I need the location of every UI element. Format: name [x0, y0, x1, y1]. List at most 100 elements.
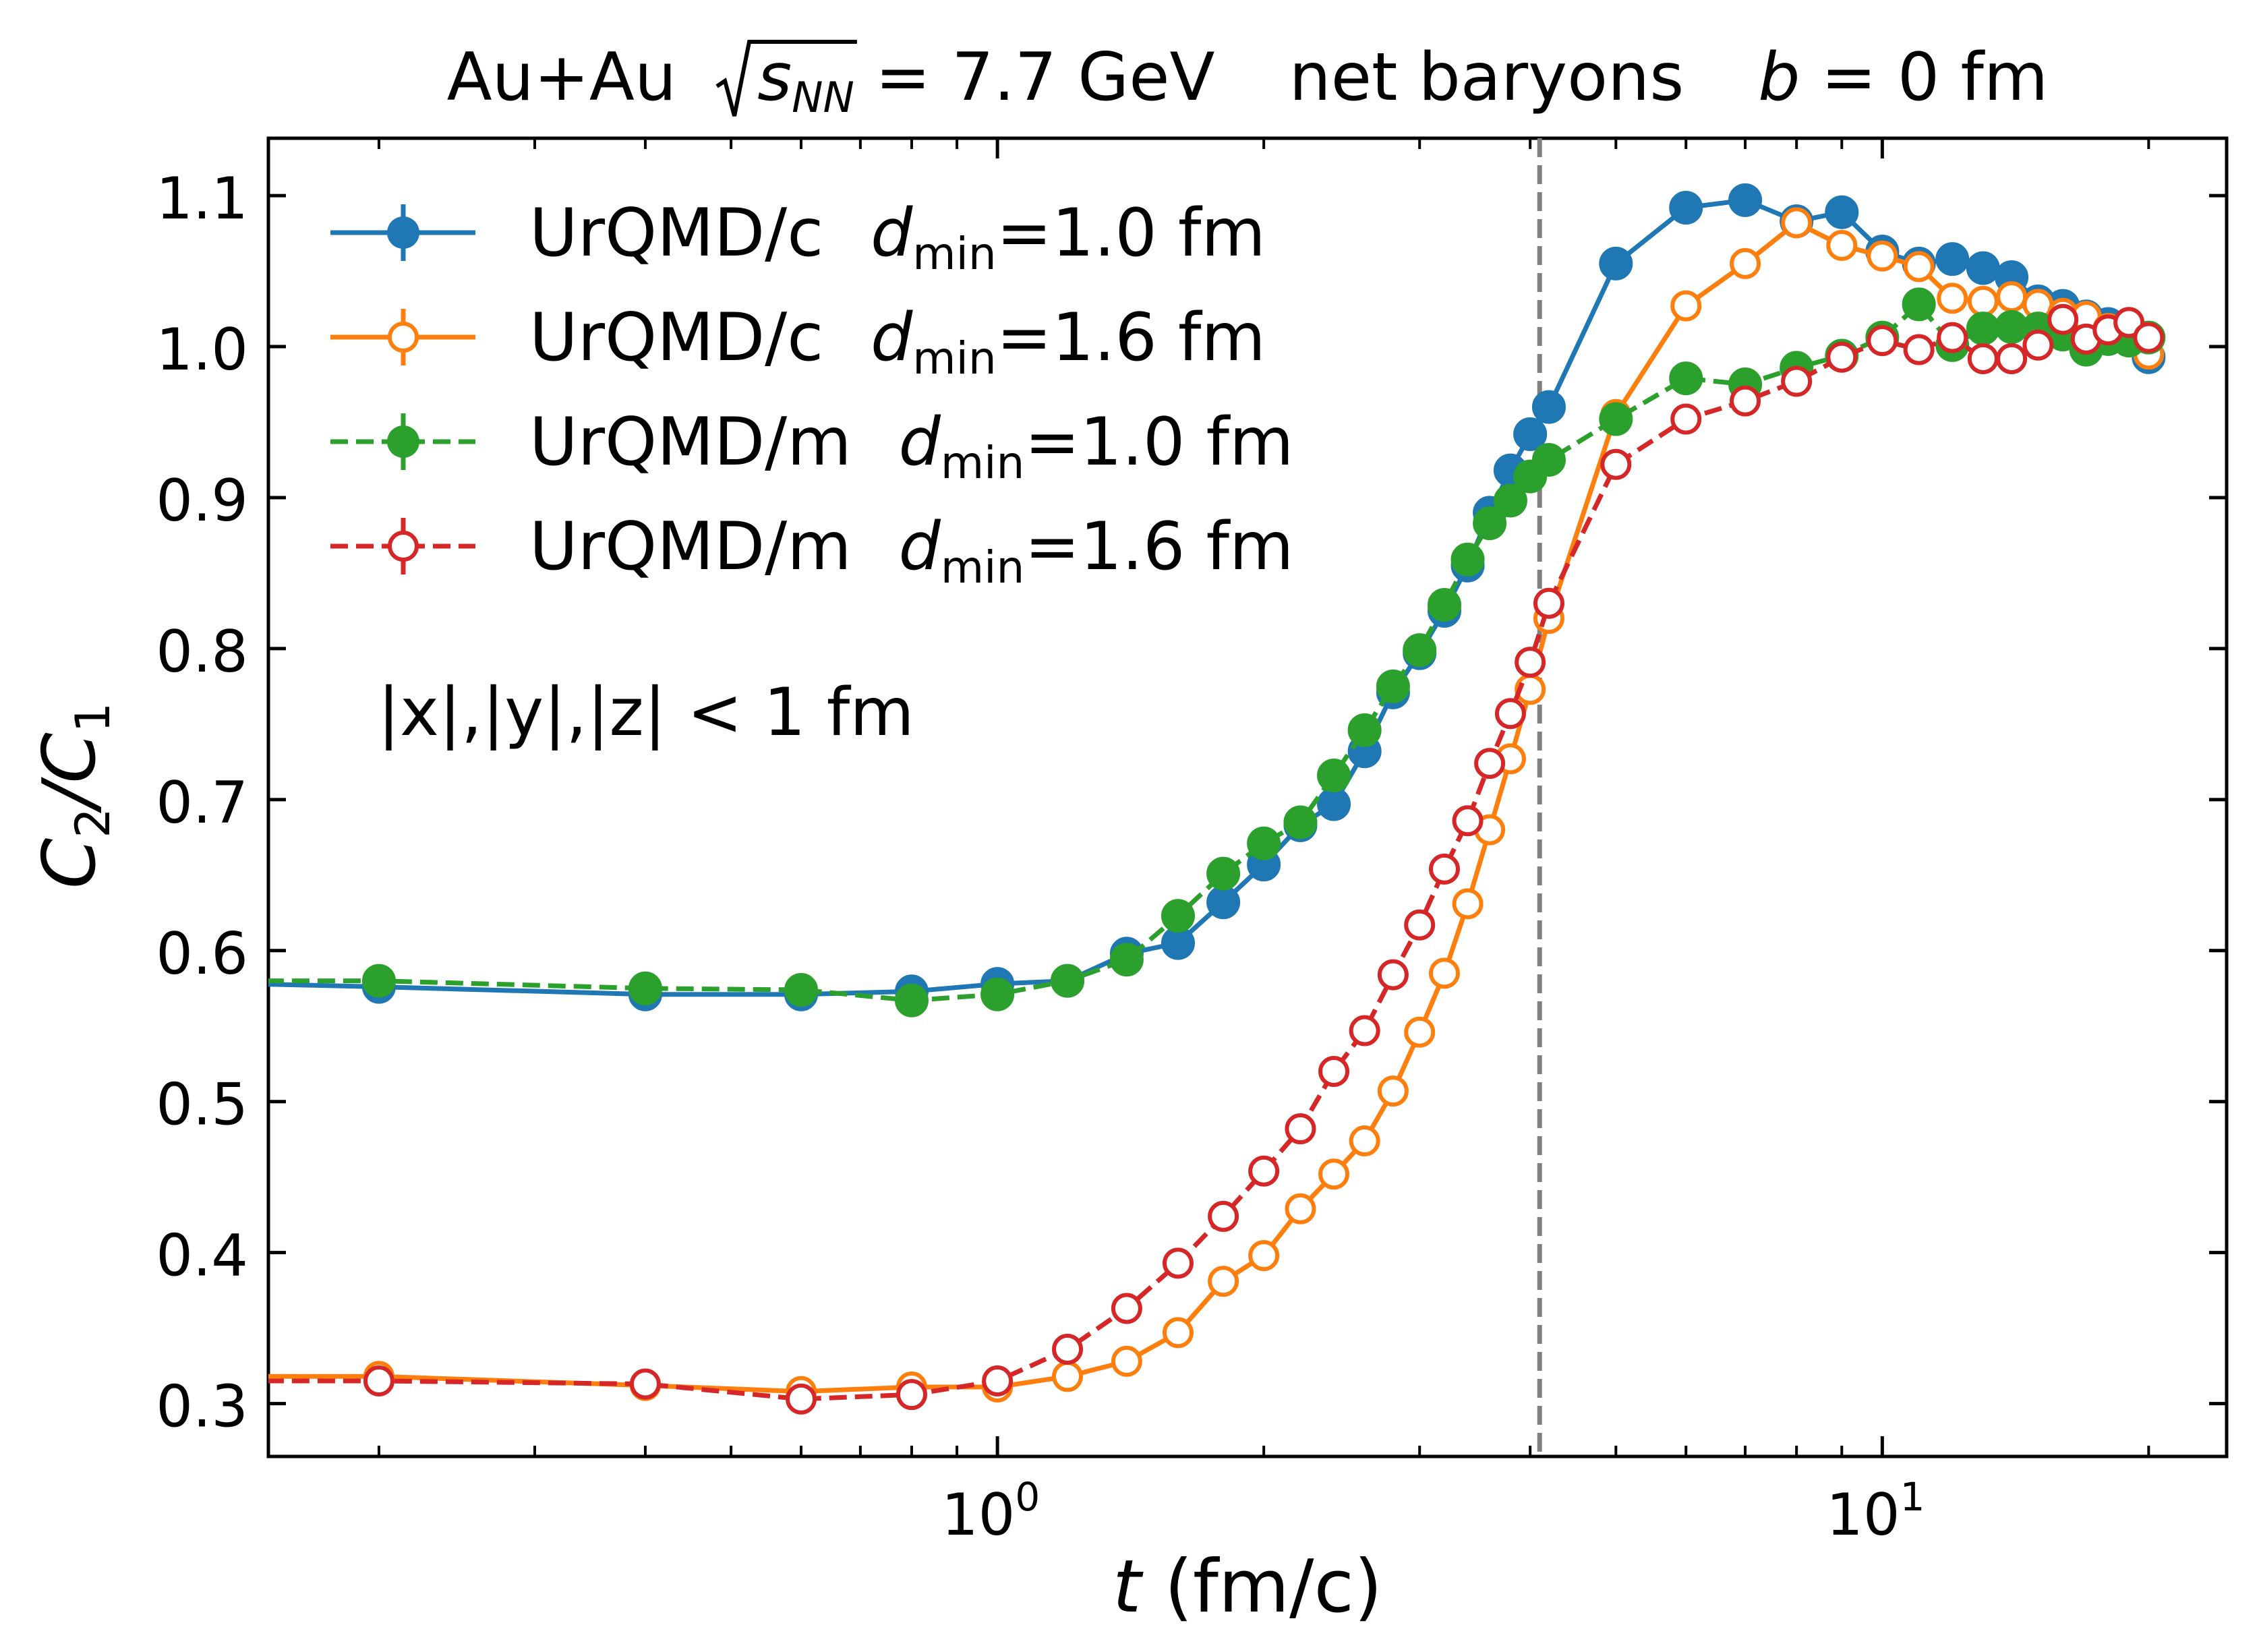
data-point: [1493, 483, 1527, 518]
legend-series-name: UrQMD/m: [529, 508, 852, 585]
x-tick-labels: 100 101: [941, 1474, 1925, 1549]
series-3: [268, 287, 2166, 1017]
data-point: [1162, 1317, 1194, 1349]
data-point: [1347, 713, 1382, 747]
data-point: [982, 1365, 1014, 1397]
data-point: [1349, 1125, 1380, 1156]
data-point: [1728, 183, 1763, 217]
data-point: [628, 971, 662, 1005]
data-point: [1109, 943, 1144, 977]
data-point: [1452, 805, 1484, 837]
x-axis-label: t (fm/c): [1113, 1545, 1382, 1629]
data-point: [1317, 759, 1351, 793]
data-point: [1967, 285, 1999, 317]
data-point: [1208, 1200, 1239, 1232]
y-tick-label: 0.4: [156, 1222, 248, 1290]
legend-param-symbol: d: [899, 404, 941, 481]
title-system: Au+Au: [447, 39, 676, 116]
legend-label: UrQMD/c dmin=1.6 fm: [529, 299, 1266, 384]
data-point: [629, 1368, 661, 1400]
x-tick-base: 10: [1826, 1481, 1900, 1549]
legend-marker: [388, 322, 419, 353]
data-point: [1318, 1055, 1350, 1087]
data-point: [1404, 1016, 1436, 1048]
data-point: [1376, 669, 1410, 703]
data-point: [1600, 448, 1632, 480]
data-point: [1206, 856, 1241, 891]
data-point: [1450, 542, 1485, 577]
legend-label: UrQMD/m dmin=1.6 fm: [529, 508, 1293, 593]
data-point: [1902, 287, 1936, 322]
x-tick-base: 10: [941, 1481, 1015, 1549]
legend-marker: [387, 216, 419, 249]
legend-item: UrQMD/c dmin=1.6 fm: [330, 299, 1266, 384]
legend-param-symbol: d: [871, 195, 913, 272]
data-point: [363, 1365, 394, 1397]
legend-marker: [387, 425, 419, 458]
data-point: [1937, 283, 1968, 314]
data-point: [2022, 329, 2054, 361]
data-point: [1730, 385, 1761, 417]
data-point: [1427, 587, 1461, 622]
y-axis-main: C: [28, 837, 112, 889]
legend-label: UrQMD/m dmin=1.0 fm: [529, 404, 1293, 489]
data-point: [1318, 1158, 1350, 1190]
legend-param-value: =1.0 fm: [997, 195, 1266, 272]
legend-series-name: UrQMD/c: [529, 299, 823, 376]
data-point: [1317, 787, 1351, 821]
series-2: [268, 207, 2165, 1407]
x-tick-exponent: 1: [1900, 1474, 1925, 1520]
data-point: [1111, 1293, 1142, 1324]
data-point: [1867, 240, 1898, 272]
legend-param-value: =1.0 fm: [1024, 404, 1293, 481]
data-point: [1670, 290, 1702, 322]
data-point: [1494, 698, 1526, 730]
data-point: [1474, 748, 1506, 779]
data-point: [1513, 417, 1548, 451]
series-line: [268, 220, 2150, 1394]
data-point: [2133, 322, 2165, 353]
y-tick-label: 1.1: [156, 165, 248, 233]
axis-ticks: [268, 138, 2227, 1456]
data-point: [894, 983, 929, 1017]
data-point: [1996, 281, 2028, 313]
data-point: [1966, 251, 2000, 285]
data-point: [1428, 853, 1460, 885]
data-point: [1670, 403, 1702, 435]
legend-marker: [388, 531, 419, 562]
data-point: [1781, 365, 1813, 397]
legend-series-name: UrQMD/m: [529, 404, 852, 481]
x-axis-unit: (fm/c): [1141, 1545, 1382, 1629]
y-axis-slash: /C: [28, 732, 112, 813]
data-point: [1599, 402, 1633, 436]
data-point: [1052, 1334, 1084, 1365]
x-tick-label: 101: [1826, 1474, 1925, 1549]
data-point: [1826, 341, 1858, 373]
y-tick-label: 0.3: [156, 1374, 248, 1441]
y-tick-label: 1.0: [156, 316, 248, 384]
data-point: [1428, 957, 1460, 989]
data-point: [1903, 334, 1935, 365]
data-point: [1669, 361, 1703, 396]
title-energy-symbol: s: [757, 39, 792, 116]
y-tick-label: 0.9: [156, 467, 248, 535]
data-point: [786, 1383, 817, 1415]
data-point: [1935, 242, 1970, 276]
legend-param-sub: min: [912, 228, 996, 280]
data-point: [1967, 343, 1999, 374]
data-point: [1248, 1240, 1280, 1272]
data-point: [1283, 805, 1318, 839]
data-point: [1533, 587, 1564, 619]
legend-param-symbol: d: [899, 508, 941, 585]
legend-item: UrQMD/m dmin=1.0 fm: [330, 404, 1293, 489]
x-axis-symbol: t: [1113, 1545, 1144, 1629]
data-point: [980, 977, 1015, 1011]
data-point: [1531, 390, 1566, 424]
plot-frame: [266, 136, 2229, 1458]
data-point: [1903, 251, 1935, 283]
sqrt-sign: [715, 40, 857, 117]
legend-param-symbol: d: [871, 299, 913, 376]
region-annotation: |x|,|y|,|z| < 1 fm: [378, 674, 914, 751]
title-energy-subscript: NN: [792, 73, 854, 122]
